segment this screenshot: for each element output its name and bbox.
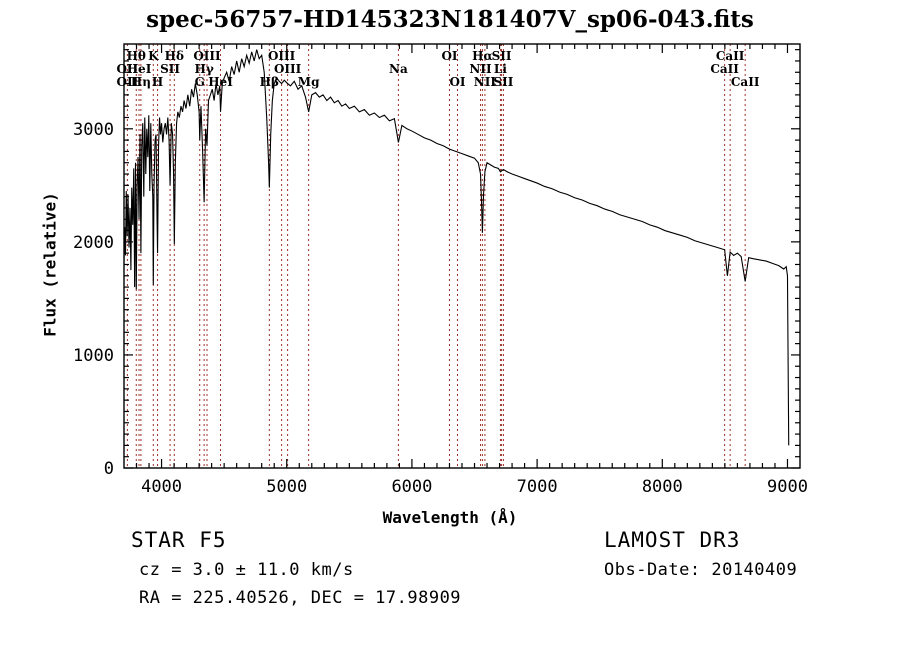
y-axis-ticks (124, 49, 800, 469)
y-axis-title: Flux (relative) (40, 192, 60, 337)
line-label-hβ: Hβ (260, 75, 279, 89)
line-label-hη: Hη (131, 75, 151, 89)
line-marker-group (126, 44, 746, 468)
survey-info-block: LAMOST DR3 Obs-Date: 20140409 (604, 528, 797, 588)
spectrum-trace (123, 49, 790, 446)
line-label-mg: Mg (298, 75, 320, 89)
line-label-oi: OI (441, 49, 457, 63)
y-tick-label: 1000 (73, 346, 114, 366)
line-label-sii: SII (492, 49, 512, 63)
x-tick-label: 4000 (141, 477, 182, 497)
line-label-oiii: OIII (193, 49, 221, 63)
line-label-h: H (152, 75, 163, 89)
object-info-block: STAR F5 cz = 3.0 ± 11.0 km/s RA = 225.40… (131, 528, 461, 616)
line-label-hei: HeI (127, 62, 152, 76)
x-tick-label: 9000 (767, 477, 808, 497)
line-label-oii: OII (117, 75, 139, 89)
y-tick-label: 0 (104, 459, 114, 479)
line-label-oi: OI (449, 75, 465, 89)
line-label-oiii: OIII (268, 49, 296, 63)
sky-coordinates: RA = 225.40526, DEC = 17.98909 (139, 588, 462, 608)
line-label-caii: CaII (716, 49, 745, 63)
x-tick-label: 6000 (391, 477, 432, 497)
line-label-sii: SII (160, 62, 180, 76)
y-tick-label: 3000 (73, 120, 114, 140)
line-label-caii: CaII (710, 62, 739, 76)
line-label-li: Li (494, 62, 507, 76)
line-label-caii: CaII (731, 75, 760, 89)
x-tick-label: 5000 (266, 477, 307, 497)
plot-frame (123, 43, 801, 469)
line-label-hδ: Hδ (165, 49, 184, 63)
line-label-oiii: OIII (274, 62, 302, 76)
line-label-hγ: Hγ (194, 62, 213, 76)
page-title: spec-56757-HD145323N181407V_sp06-043.fit… (146, 6, 754, 33)
line-label-na: Na (389, 62, 408, 76)
line-label-hθ: Hθ (127, 49, 146, 63)
object-class: STAR F5 (131, 528, 227, 552)
y-tick-label: 2000 (73, 233, 114, 253)
line-label-oii: OII (117, 62, 139, 76)
x-tick-label: 7000 (517, 477, 558, 497)
line-label-g: G (195, 75, 205, 89)
survey-name: LAMOST DR3 (604, 528, 741, 552)
line-label-nii: NII (474, 75, 497, 89)
line-label-sii: SII (493, 75, 513, 89)
line-label-hα: Hα (472, 49, 493, 63)
line-label-nii: NII (469, 62, 492, 76)
line-label-k: K (148, 49, 159, 63)
line-label-hei: HeI (208, 75, 233, 89)
redshift-velocity: cz = 3.0 ± 11.0 km/s (139, 560, 354, 580)
x-tick-label: 8000 (642, 477, 683, 497)
x-axis-ticks (135, 44, 789, 468)
x-axis-title: Wavelength (Å) (382, 508, 518, 527)
observation-date: Obs-Date: 20140409 (604, 560, 798, 580)
